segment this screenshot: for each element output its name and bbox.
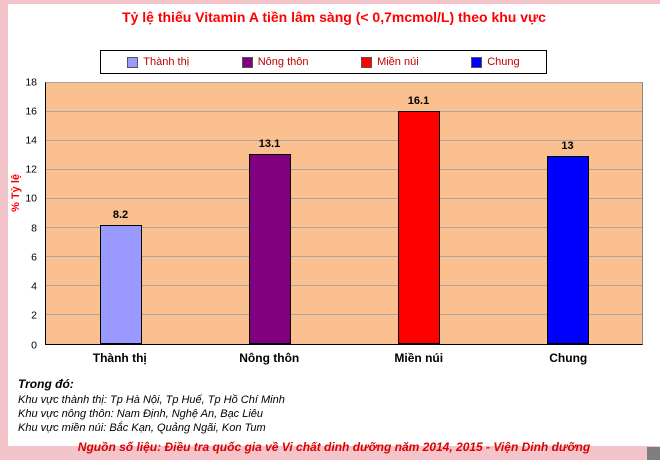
legend-swatch bbox=[241, 56, 253, 68]
x-category-label: Miền núi bbox=[394, 351, 444, 365]
bar-value-label: 8.2 bbox=[112, 209, 129, 222]
bar-0 bbox=[99, 225, 142, 344]
y-tick-label: 12 bbox=[25, 163, 37, 176]
scroll-corner bbox=[647, 447, 660, 460]
y-tick-label: 10 bbox=[25, 192, 37, 205]
bars: 8.2 13.1 16.1 13 bbox=[46, 83, 642, 344]
bar-1 bbox=[248, 154, 291, 344]
bar-slot-0: 8.2 bbox=[46, 83, 195, 344]
bar-slot-3: 13 bbox=[493, 83, 642, 344]
legend-item-1: Nông thôn bbox=[241, 56, 309, 68]
legend-label: Nông thôn bbox=[257, 56, 309, 68]
gridline bbox=[46, 256, 642, 257]
y-tick-label: 18 bbox=[25, 75, 37, 88]
x-category-label: Thành thị bbox=[92, 351, 147, 365]
bar-value-label: 13 bbox=[561, 139, 574, 152]
legend-label: Chung bbox=[487, 56, 520, 68]
gridline bbox=[46, 314, 642, 315]
legend-swatch bbox=[471, 56, 483, 68]
footnotes: Trong đó: Khu vực thành thị: Tp Hà Nội, … bbox=[18, 377, 650, 454]
bar-2 bbox=[397, 110, 440, 344]
x-category-label: Nông thôn bbox=[239, 351, 300, 365]
y-tick-label: 8 bbox=[31, 221, 37, 234]
footnote-line: Khu vực miền núi: Bắc Kạn, Quảng Ngãi, K… bbox=[18, 422, 266, 434]
gridline bbox=[46, 111, 642, 112]
y-tick-label: 4 bbox=[31, 280, 37, 293]
y-tick-label: 16 bbox=[25, 104, 37, 117]
footnote-line: Khu vực nông thôn: Nam Định, Nghệ An, Bạ… bbox=[18, 408, 264, 420]
bar-slot-1: 13.1 bbox=[195, 83, 344, 344]
legend-swatch bbox=[361, 56, 373, 68]
x-axis-labels: Thành thị Nông thôn Miền núi Chung bbox=[45, 351, 643, 365]
legend-label: Thành thị bbox=[143, 56, 190, 68]
bar-value-label: 16.1 bbox=[407, 94, 430, 107]
y-axis-ticks: 0 2 4 6 8 10 12 14 16 18 bbox=[8, 77, 40, 350]
bar-slot-2: 16.1 bbox=[344, 83, 493, 344]
bar-3 bbox=[546, 155, 589, 344]
gridline bbox=[46, 198, 642, 199]
footnote-line: Khu vực thành thị: Tp Hà Nội, Tp Huế, Tp… bbox=[18, 394, 285, 406]
source-note: Nguồn số liệu: Điều tra quốc gia về Vi c… bbox=[77, 440, 591, 454]
gridline bbox=[46, 169, 642, 170]
y-tick-label: 0 bbox=[31, 338, 37, 351]
legend-swatch bbox=[127, 56, 139, 68]
gridline bbox=[46, 140, 642, 141]
x-category-label: Chung bbox=[549, 351, 588, 365]
legend-item-3: Chung bbox=[471, 56, 520, 68]
footnote-lines: Khu vực thành thị: Tp Hà Nội, Tp Huế, Tp… bbox=[18, 394, 650, 434]
gridline bbox=[46, 82, 642, 83]
footnote-heading: Trong đó: bbox=[18, 377, 74, 391]
legend-item-0: Thành thị bbox=[127, 56, 189, 68]
bar-value-label: 13.1 bbox=[258, 138, 281, 151]
y-tick-label: 6 bbox=[31, 251, 37, 264]
chart-title: Tỷ lệ thiếu Vitamin A tiền lâm sàng (< 0… bbox=[122, 9, 546, 25]
gridline bbox=[46, 227, 642, 228]
chart-panel: Tỷ lệ thiếu Vitamin A tiền lâm sàng (< 0… bbox=[8, 4, 660, 454]
gridline bbox=[46, 285, 642, 286]
legend-label: Miền núi bbox=[377, 56, 419, 68]
plot-area: 8.2 13.1 16.1 13 bbox=[45, 82, 643, 345]
y-tick-label: 2 bbox=[31, 309, 37, 322]
legend-item-2: Miền núi bbox=[361, 56, 419, 68]
legend: Thành thị Nông thôn Miền núi Chung bbox=[100, 50, 547, 74]
y-tick-label: 14 bbox=[25, 134, 37, 147]
